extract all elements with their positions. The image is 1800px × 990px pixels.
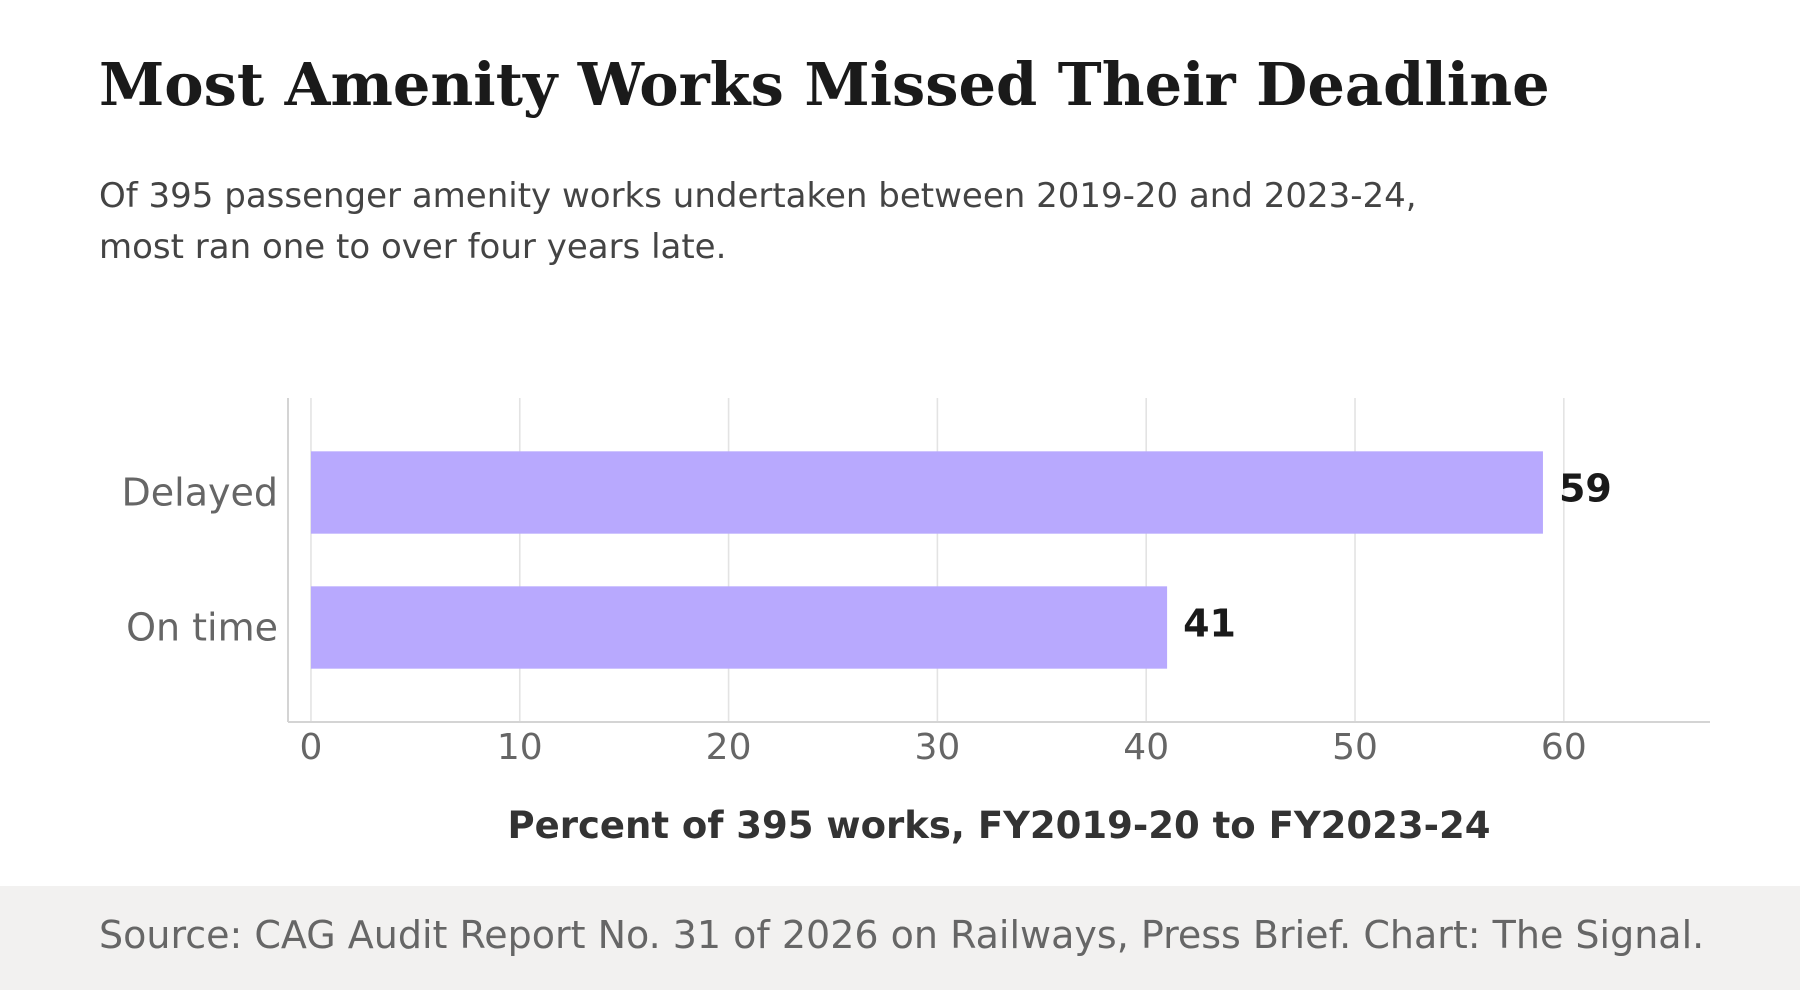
bar (310, 586, 1168, 669)
bars (310, 451, 1543, 669)
bar-chart: 0 10 20 30 40 50 60 Delayed 59 On time 41 Percent o… (122, 398, 1710, 848)
labels: 0 10 20 30 40 50 60 Delayed 59 On time 41 Percent o… (122, 467, 1612, 848)
x-tick-label: 30 (914, 727, 960, 768)
x-tick-label: 40 (1123, 727, 1169, 768)
x-tick-label: 10 (497, 727, 543, 768)
gridlines (310, 398, 1565, 722)
axes (287, 398, 1710, 723)
x-tick-label: 20 (706, 727, 752, 768)
chart-title: Most Amenity Works Missed Their Deadline (99, 50, 1550, 119)
footer-band (0, 886, 1800, 990)
x-tick-label: 60 (1541, 727, 1587, 768)
category-label: Delayed (122, 471, 278, 515)
chart-subtitle: Of 395 passenger amenity works undertake… (99, 171, 1599, 273)
x-axis-title: Percent of 395 works, FY2019-20 to FY202… (508, 804, 1491, 847)
x-tick-label: 0 (300, 727, 323, 768)
x-tick-label: 50 (1332, 727, 1378, 768)
data-label: 41 (1183, 602, 1236, 646)
bar (310, 451, 1543, 534)
subtitle-line-1: Of 395 passenger amenity works undertake… (99, 176, 1417, 216)
subtitle-line-2: most ran one to over four years late. (99, 227, 727, 267)
data-label: 59 (1559, 467, 1612, 511)
source-note: Source: CAG Audit Report No. 31 of 2026 … (99, 913, 1705, 957)
category-label: On time (126, 606, 278, 650)
